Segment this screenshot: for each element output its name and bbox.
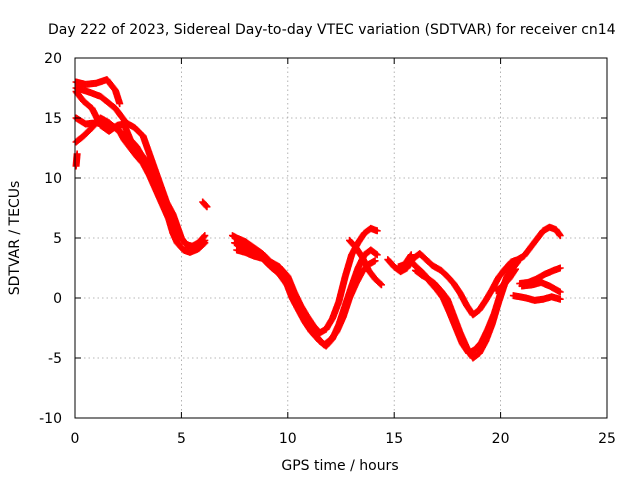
series-segment	[346, 236, 385, 289]
y-tick-label: 0	[53, 291, 62, 307]
series-track-d	[72, 88, 564, 296]
series-segment	[509, 292, 564, 304]
series-segment	[492, 265, 519, 295]
y-tick-label: -5	[48, 351, 62, 367]
y-tick-label: 5	[53, 231, 62, 247]
series-segment	[518, 278, 564, 296]
data-point	[377, 280, 385, 288]
chart-title: Day 222 of 2023, Sidereal Day-to-day VTE…	[48, 22, 616, 38]
data-point	[174, 228, 182, 236]
series-segment	[72, 88, 183, 237]
data-point	[556, 232, 564, 240]
data-point	[175, 229, 183, 237]
y-axis-label: SDTVAR / TECUs	[7, 181, 23, 296]
data-point	[373, 227, 381, 235]
x-tick-label: 25	[598, 431, 616, 447]
series-segment	[228, 224, 381, 337]
series-segment	[72, 76, 124, 108]
data-point	[556, 264, 564, 272]
data-point	[203, 203, 211, 211]
data-point	[116, 100, 124, 108]
data-point	[514, 258, 522, 266]
data-point	[556, 295, 564, 303]
y-tick-label: 20	[44, 51, 62, 67]
y-tick-label: 10	[44, 171, 62, 187]
data-point	[407, 251, 415, 259]
x-tick-label: 15	[385, 431, 403, 447]
data-point	[373, 251, 381, 259]
data-point	[377, 281, 385, 289]
x-tick-label: 5	[177, 431, 186, 447]
x-tick-label: 20	[492, 431, 510, 447]
series-segment	[199, 198, 211, 211]
y-tick-label: 15	[44, 111, 62, 127]
x-tick-label: 10	[279, 431, 297, 447]
data-point	[556, 288, 564, 296]
axis-ticks: 0 5 10 15 20 25 -10 -5 0 5 10 15 20	[39, 51, 616, 447]
series-segment	[384, 223, 564, 319]
y-tick-label: -10	[39, 411, 62, 427]
x-axis-label: GPS time / hours	[281, 458, 398, 474]
data-point	[202, 202, 210, 210]
data-point	[371, 257, 379, 265]
x-tick-label: 0	[71, 431, 80, 447]
series-segment	[72, 150, 81, 170]
data-marks	[72, 76, 564, 362]
series-segment	[233, 246, 381, 350]
data-point	[201, 236, 209, 244]
data-point	[511, 265, 519, 273]
series-segment	[394, 251, 415, 271]
